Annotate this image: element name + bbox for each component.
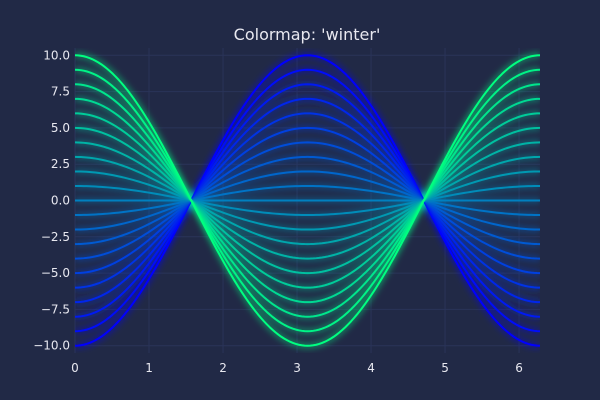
series-line (75, 112, 540, 289)
x-tick-label: 4 (367, 361, 375, 375)
series-line (75, 141, 540, 260)
y-tick-label: −5.0 (41, 266, 70, 280)
series-line (75, 184, 540, 217)
series-line (75, 83, 540, 318)
series-line (75, 155, 540, 246)
series-line (75, 54, 540, 347)
x-tick-label: 6 (515, 361, 523, 375)
series-line (75, 170, 540, 231)
x-tick-label: 1 (145, 361, 153, 375)
series-line (75, 97, 540, 304)
series-line (75, 126, 540, 275)
y-tick-label: −7.5 (41, 302, 70, 316)
series-line (75, 83, 540, 318)
y-tick-label: −2.5 (41, 230, 70, 244)
series-line (75, 170, 540, 231)
series-line (75, 68, 540, 333)
series-line (75, 184, 540, 217)
x-tick-label: 3 (293, 361, 301, 375)
y-tick-label: 5.0 (51, 121, 70, 135)
series-line (75, 141, 540, 260)
y-tick-label: 0.0 (51, 194, 70, 208)
series-layer (75, 54, 540, 347)
series-line (75, 97, 540, 304)
series-line (75, 68, 540, 333)
chart-title: Colormap: 'winter' (234, 25, 381, 44)
y-tick-label: 2.5 (51, 157, 70, 171)
x-tick-label: 0 (71, 361, 79, 375)
y-tick-label: 7.5 (51, 85, 70, 99)
y-tick-label: −10.0 (33, 339, 70, 353)
series-line (75, 155, 540, 246)
y-tick-label: 10.0 (43, 48, 70, 62)
series-line (75, 54, 540, 347)
x-tick-label: 5 (441, 361, 449, 375)
series-line (75, 112, 540, 289)
x-tick-label: 2 (219, 361, 227, 375)
series-line (75, 126, 540, 275)
y-axis: 10.0 7.5 5.0 2.5 0.0 −2.5 −5.0 −7.5 −10.0 (33, 48, 70, 352)
x-axis: 0 1 2 3 4 5 6 (71, 361, 523, 375)
